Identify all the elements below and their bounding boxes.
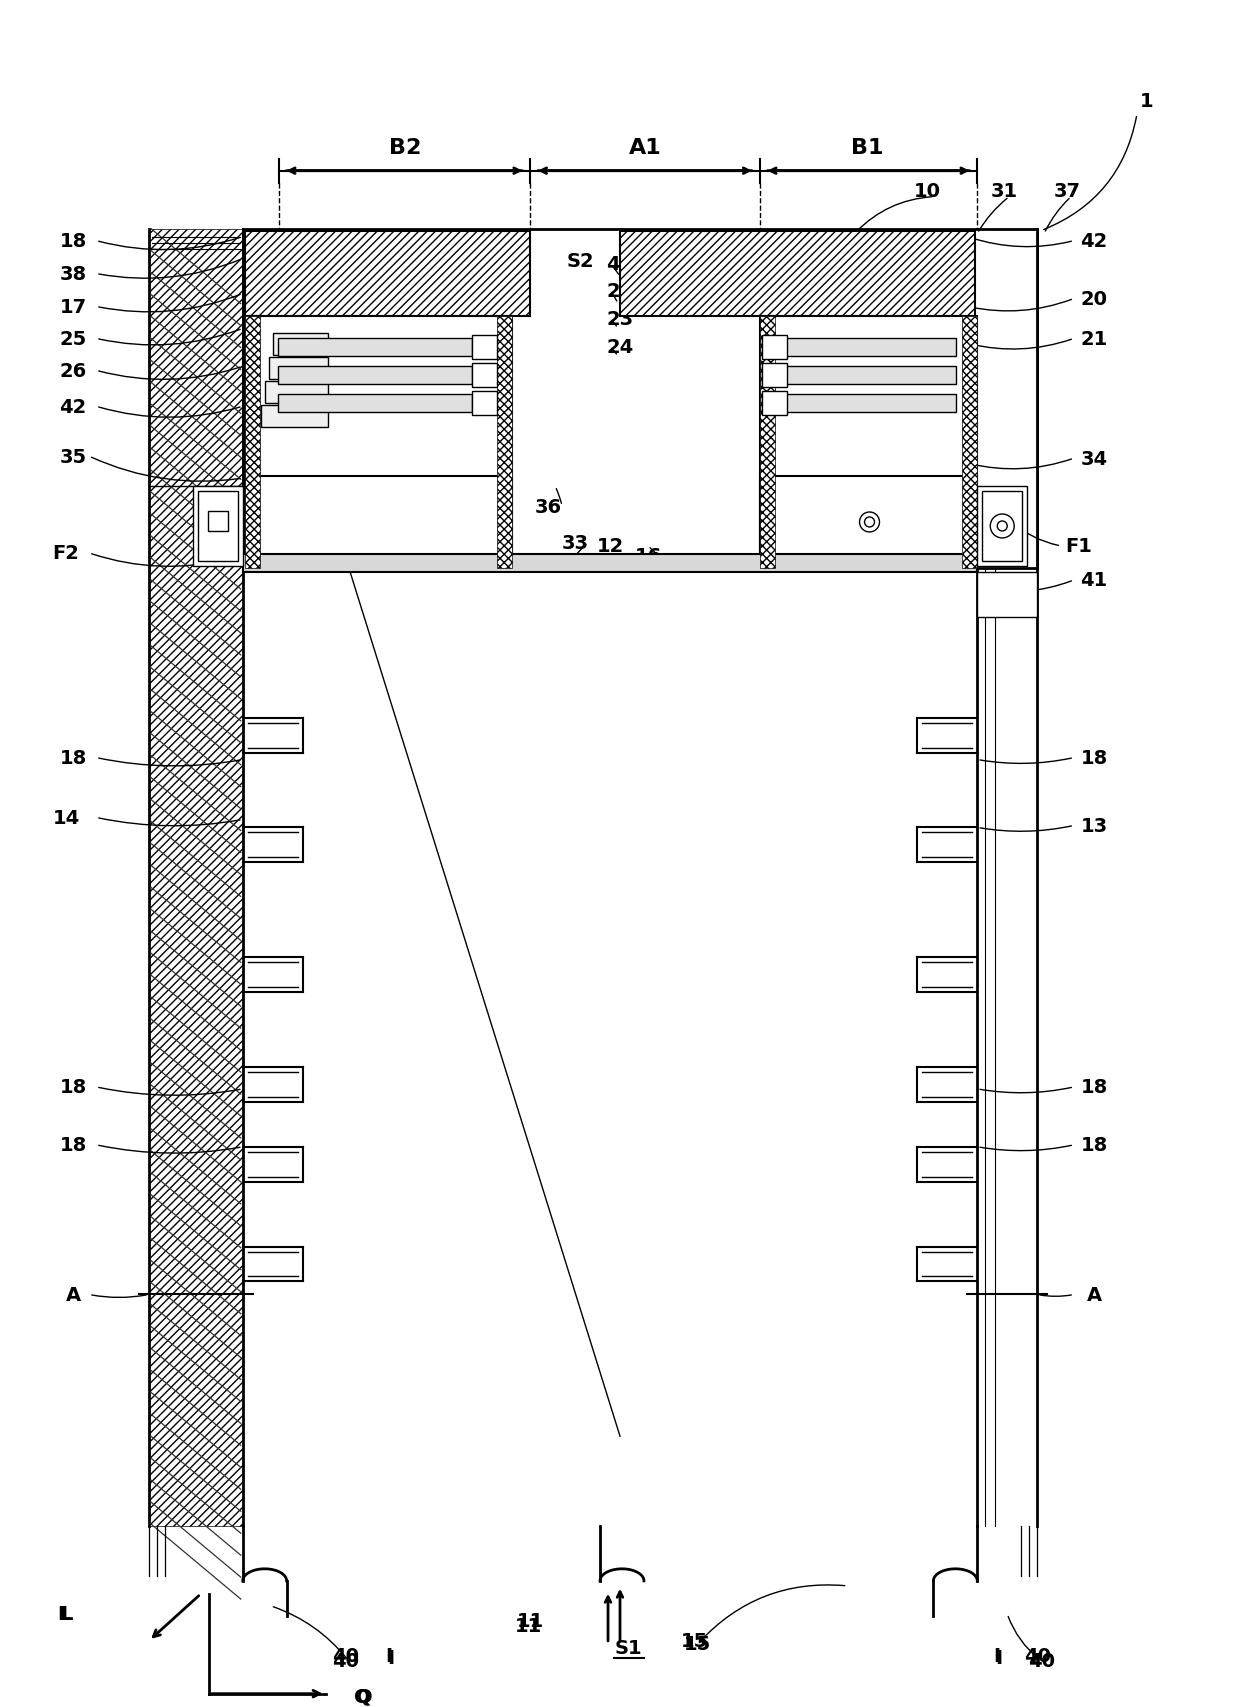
Text: 33: 33 bbox=[562, 534, 589, 553]
Text: 15: 15 bbox=[684, 1634, 712, 1654]
Text: A: A bbox=[66, 1285, 81, 1304]
Bar bbox=[260, 406, 327, 428]
Text: 11: 11 bbox=[515, 1617, 542, 1635]
Bar bbox=[244, 318, 512, 568]
Bar bbox=[761, 364, 786, 387]
Text: 26: 26 bbox=[60, 362, 87, 381]
Bar bbox=[761, 393, 786, 417]
Text: 29: 29 bbox=[435, 340, 461, 358]
Text: 18: 18 bbox=[1080, 749, 1107, 768]
Text: L: L bbox=[57, 1605, 69, 1623]
Bar bbox=[977, 572, 1037, 618]
Bar bbox=[243, 229, 1037, 568]
Text: 41: 41 bbox=[1080, 572, 1107, 591]
Text: 14: 14 bbox=[52, 809, 79, 828]
Text: 40: 40 bbox=[332, 1646, 360, 1666]
Bar bbox=[244, 232, 531, 318]
Text: 18: 18 bbox=[60, 232, 87, 251]
Bar bbox=[497, 318, 512, 568]
Text: 11: 11 bbox=[517, 1611, 544, 1630]
Text: 42: 42 bbox=[60, 398, 87, 417]
Text: Q: Q bbox=[356, 1687, 372, 1705]
Text: Q: Q bbox=[353, 1687, 371, 1705]
Bar bbox=[278, 394, 472, 413]
Bar bbox=[149, 229, 243, 1526]
Bar bbox=[243, 555, 977, 572]
Text: 21: 21 bbox=[1080, 329, 1107, 348]
Text: 24: 24 bbox=[606, 338, 634, 357]
Bar bbox=[264, 382, 327, 405]
Text: I: I bbox=[384, 1646, 392, 1666]
Bar bbox=[760, 318, 775, 568]
Text: B2: B2 bbox=[389, 138, 422, 157]
Text: 31: 31 bbox=[991, 183, 1018, 201]
Text: 13: 13 bbox=[1080, 816, 1107, 835]
Text: 18: 18 bbox=[1080, 1077, 1107, 1096]
Bar bbox=[761, 367, 956, 386]
Bar bbox=[977, 486, 1027, 567]
Text: I: I bbox=[996, 1649, 1003, 1668]
Bar bbox=[269, 358, 327, 381]
Bar bbox=[208, 512, 228, 531]
Bar bbox=[193, 486, 243, 567]
Text: L: L bbox=[60, 1605, 72, 1623]
Bar bbox=[244, 476, 512, 565]
Text: 40: 40 bbox=[332, 1651, 360, 1669]
Text: 40: 40 bbox=[1024, 1646, 1050, 1666]
Text: 25: 25 bbox=[60, 329, 87, 348]
Bar bbox=[982, 492, 1022, 562]
Text: 17: 17 bbox=[60, 297, 87, 318]
Text: 15: 15 bbox=[681, 1632, 708, 1651]
Bar bbox=[761, 336, 786, 360]
Bar bbox=[472, 393, 497, 417]
Bar bbox=[760, 476, 977, 565]
Text: F1: F1 bbox=[1065, 538, 1092, 556]
Bar bbox=[472, 336, 497, 360]
Text: A1: A1 bbox=[629, 138, 661, 157]
Text: 42: 42 bbox=[435, 258, 463, 277]
Text: 34: 34 bbox=[1080, 449, 1107, 468]
Text: 28: 28 bbox=[435, 312, 463, 331]
Bar bbox=[278, 367, 472, 386]
Bar bbox=[761, 340, 956, 357]
Text: S2: S2 bbox=[567, 253, 594, 271]
Bar bbox=[962, 318, 977, 568]
Text: F2: F2 bbox=[52, 545, 79, 563]
Text: 18: 18 bbox=[60, 1135, 87, 1154]
Bar bbox=[760, 318, 977, 568]
Text: I: I bbox=[387, 1649, 394, 1668]
Text: 16: 16 bbox=[635, 546, 662, 567]
Text: 18: 18 bbox=[1080, 1135, 1107, 1154]
Bar bbox=[472, 364, 497, 387]
Bar bbox=[620, 232, 976, 318]
Text: 42: 42 bbox=[1080, 232, 1107, 251]
Bar bbox=[278, 340, 472, 357]
Text: 22: 22 bbox=[606, 282, 634, 300]
Text: 40: 40 bbox=[1028, 1651, 1055, 1669]
Text: I: I bbox=[993, 1646, 1001, 1666]
Text: 27: 27 bbox=[435, 285, 461, 304]
Bar bbox=[198, 492, 238, 562]
Text: 12: 12 bbox=[596, 538, 624, 556]
Bar bbox=[244, 318, 259, 568]
Text: 36: 36 bbox=[534, 497, 562, 516]
Bar bbox=[761, 394, 956, 413]
Text: B1: B1 bbox=[852, 138, 884, 157]
Text: 38: 38 bbox=[60, 265, 87, 283]
Text: 18: 18 bbox=[60, 1077, 87, 1096]
Text: 37: 37 bbox=[1054, 183, 1080, 201]
Text: 18: 18 bbox=[60, 749, 87, 768]
Text: 42: 42 bbox=[606, 254, 634, 273]
Text: S1: S1 bbox=[614, 1639, 642, 1657]
Text: 10: 10 bbox=[914, 183, 941, 201]
Text: 35: 35 bbox=[60, 447, 87, 466]
Text: 1: 1 bbox=[1140, 92, 1153, 111]
Text: A: A bbox=[1086, 1285, 1101, 1304]
Text: 23: 23 bbox=[606, 309, 634, 329]
Bar bbox=[273, 335, 327, 357]
Text: 32: 32 bbox=[382, 550, 409, 568]
Text: 20: 20 bbox=[1080, 290, 1107, 309]
